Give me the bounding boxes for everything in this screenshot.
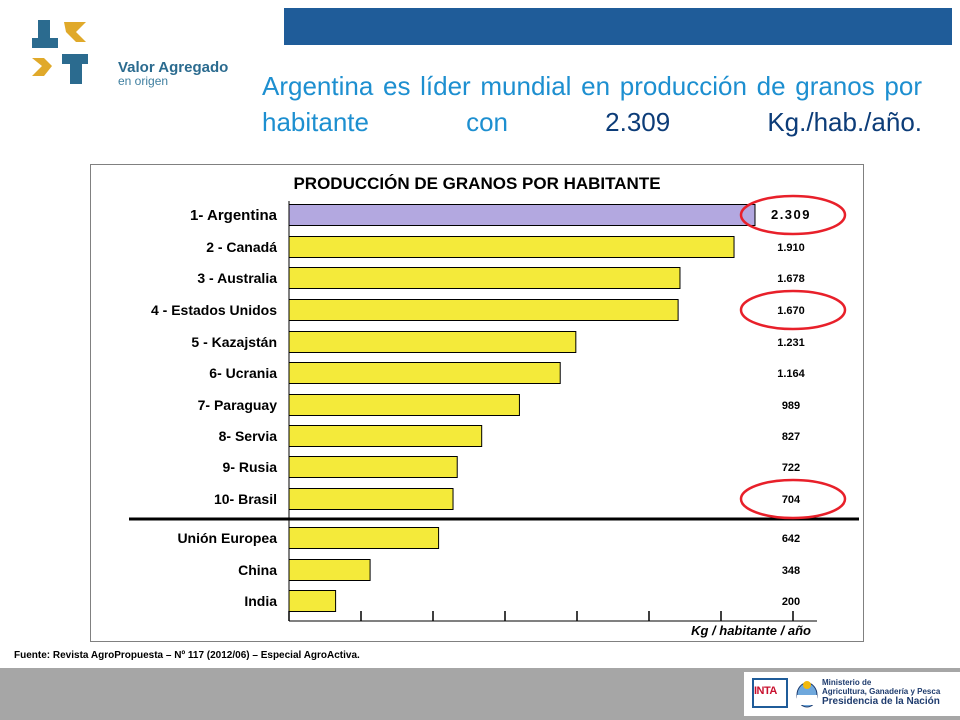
value-label: 989 xyxy=(782,400,800,412)
value-label: 2.309 xyxy=(771,207,811,222)
chart-svg: PRODUCCIÓN DE GRANOS POR HABITANTE 1- Arg… xyxy=(129,174,859,638)
value-label: 1.910 xyxy=(777,242,805,254)
source-note: Fuente: Revista AgroPropuesta – Nº 117 (… xyxy=(14,650,360,661)
bar xyxy=(288,527,440,549)
highlight-circle xyxy=(739,194,847,236)
ministry-line-2: Agricultura, Ganadería y Pesca xyxy=(822,687,941,696)
inta-logo xyxy=(752,678,788,708)
bar xyxy=(288,267,681,289)
bar xyxy=(288,299,679,321)
category-label: China xyxy=(238,562,277,578)
coat-of-arms-icon xyxy=(796,681,818,708)
highlight-circle xyxy=(739,289,847,331)
bar xyxy=(288,559,371,581)
category-label: 6- Ucrania xyxy=(209,365,277,381)
bar xyxy=(288,425,483,447)
headline-value: 2.309 Kg./hab./año. xyxy=(605,107,922,137)
value-label: 1.670 xyxy=(777,305,805,317)
category-label: 3 - Australia xyxy=(197,270,277,286)
category-label: Unión Europea xyxy=(177,530,277,546)
chart-frame: PRODUCCIÓN DE GRANOS POR HABITANTE 1- Arg… xyxy=(90,164,864,642)
headline-text: Argentina es líder mundial en producción… xyxy=(262,71,922,137)
bar xyxy=(288,488,454,510)
category-label: 9- Rusia xyxy=(223,459,278,475)
logo-subtitle: en origen xyxy=(118,74,169,88)
value-label: 1.678 xyxy=(777,273,805,285)
x-axis-label: Kg / habitante / año xyxy=(691,623,811,638)
bar xyxy=(288,590,337,612)
highlight-circle xyxy=(739,478,847,520)
bar xyxy=(288,236,735,258)
headline: Argentina es líder mundial en producción… xyxy=(262,68,922,140)
bar xyxy=(288,204,756,226)
bar xyxy=(288,331,577,353)
value-label: 1.164 xyxy=(777,368,805,380)
logo-arrows-icon xyxy=(32,20,88,84)
logo-title: Valor Agregado xyxy=(118,59,229,76)
category-label: India xyxy=(244,593,277,609)
presidency-text: Presidencia de la Nación xyxy=(822,696,940,707)
logo-text: Valor Agregado en origen xyxy=(118,60,228,87)
bar xyxy=(288,456,458,478)
category-label: 1- Argentina xyxy=(190,207,278,224)
value-label: 1.231 xyxy=(777,337,805,349)
category-label: 4 - Estados Unidos xyxy=(151,302,277,318)
value-label: 704 xyxy=(782,494,801,506)
category-label: 2 - Canadá xyxy=(206,239,277,255)
bar xyxy=(288,362,561,384)
value-label: 827 xyxy=(782,431,800,443)
value-label: 642 xyxy=(782,533,800,545)
valor-agregado-logo xyxy=(30,18,260,88)
footer-logos: INTA Ministerio de Agricultura, Ganaderí… xyxy=(744,672,960,716)
category-label: 10- Brasil xyxy=(214,491,277,507)
ministry-text: Ministerio de Agricultura, Ganadería y P… xyxy=(822,678,940,708)
ministry-line-1: Ministerio de xyxy=(822,678,872,687)
value-label: 348 xyxy=(782,565,800,577)
category-label: 8- Servia xyxy=(219,428,278,444)
inta-text: INTA xyxy=(754,685,777,697)
bar xyxy=(288,394,520,416)
chart-title: PRODUCCIÓN DE GRANOS POR HABITANTE xyxy=(293,174,660,193)
value-label: 722 xyxy=(782,462,800,474)
category-label: 5 - Kazajstán xyxy=(191,334,277,350)
category-label: 7- Paraguay xyxy=(198,397,278,413)
top-bar xyxy=(284,8,952,45)
value-label: 200 xyxy=(782,596,800,608)
